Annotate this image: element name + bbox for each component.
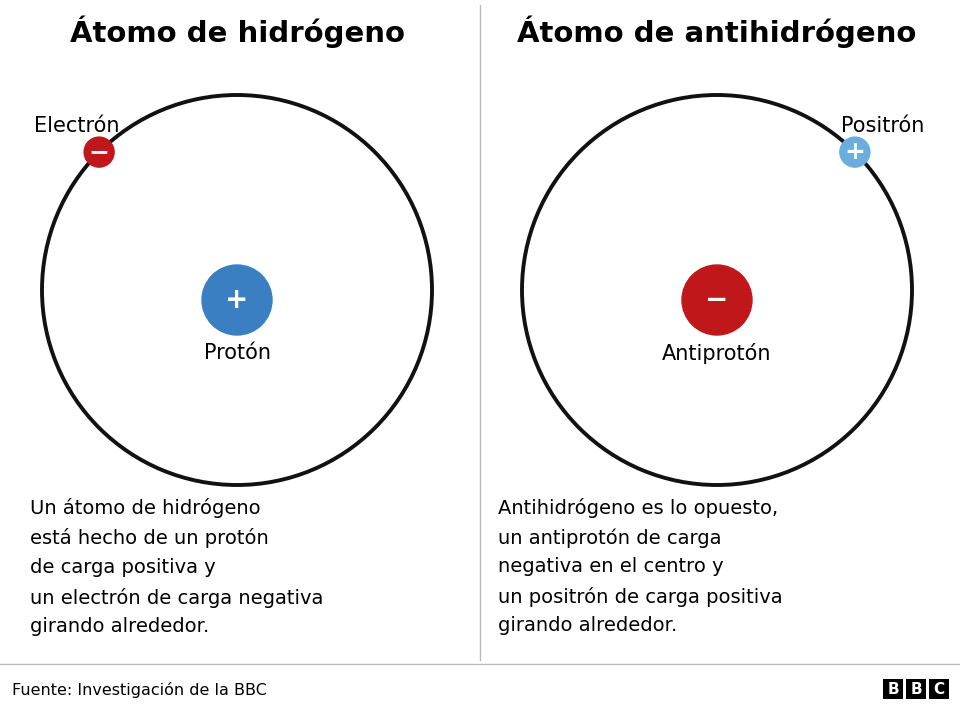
Text: −: − xyxy=(88,140,109,164)
Text: Fuente: Investigación de la BBC: Fuente: Investigación de la BBC xyxy=(12,682,267,698)
Text: −: − xyxy=(706,286,729,314)
Text: Antiprotón: Antiprotón xyxy=(662,343,772,363)
Text: C: C xyxy=(933,681,945,696)
Circle shape xyxy=(84,137,114,167)
Text: Antihidrógeno es lo opuesto,
un antiprotón de carga
negativa en el centro y
un : Antihidrógeno es lo opuesto, un antiprot… xyxy=(498,498,782,635)
FancyBboxPatch shape xyxy=(929,679,949,699)
Text: Positrón: Positrón xyxy=(841,116,924,136)
Circle shape xyxy=(682,265,752,335)
Text: Un átomo de hidrógeno
está hecho de un protón
de carga positiva y
un electrón de: Un átomo de hidrógeno está hecho de un p… xyxy=(30,498,324,636)
Text: Electrón: Electrón xyxy=(35,116,120,136)
FancyBboxPatch shape xyxy=(906,679,926,699)
Text: +: + xyxy=(845,140,865,164)
Circle shape xyxy=(840,137,870,167)
Text: B: B xyxy=(910,681,922,696)
Text: +: + xyxy=(226,286,249,314)
FancyBboxPatch shape xyxy=(883,679,903,699)
Text: Protón: Protón xyxy=(204,343,271,363)
Text: B: B xyxy=(887,681,899,696)
Text: Átomo de antihidrógeno: Átomo de antihidrógeno xyxy=(517,16,917,49)
Text: Átomo de hidrógeno: Átomo de hidrógeno xyxy=(69,16,404,49)
Circle shape xyxy=(202,265,272,335)
